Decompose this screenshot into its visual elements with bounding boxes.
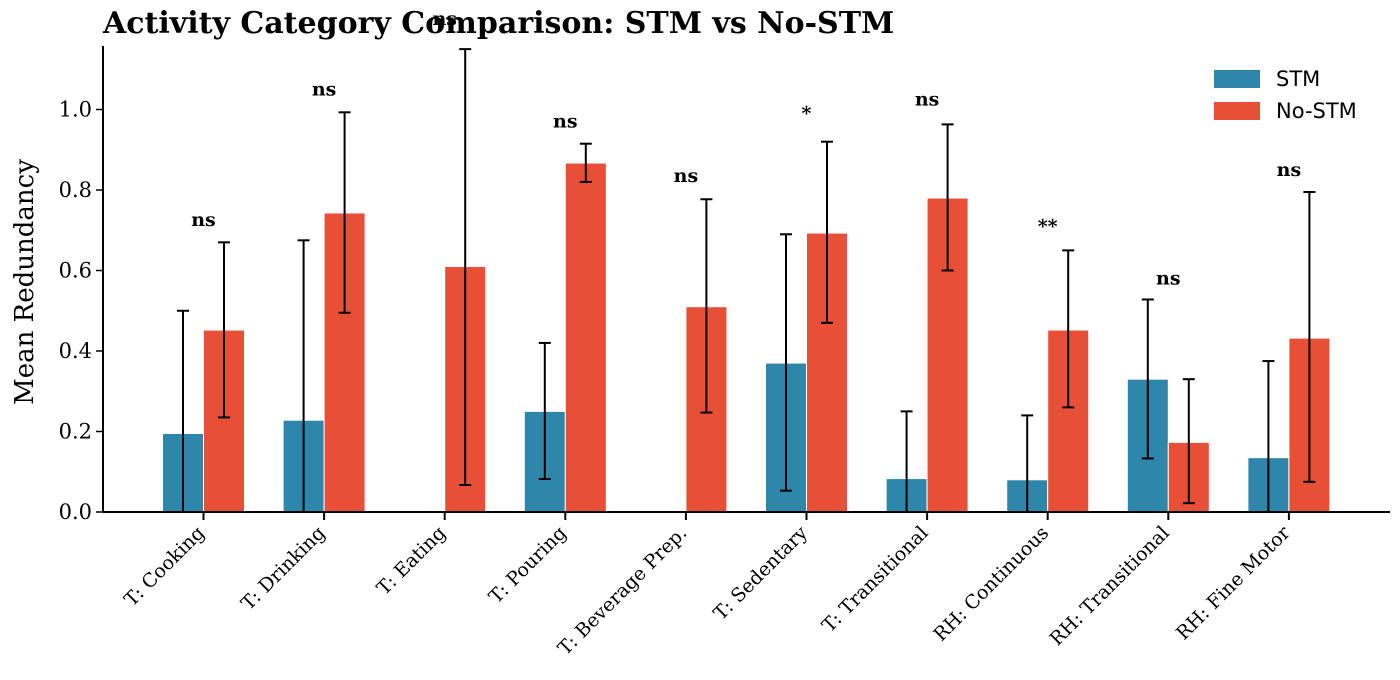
significance-label: ns <box>553 111 578 133</box>
y-tick-label: 0.2 <box>59 420 92 444</box>
legend-label: STM <box>1276 67 1320 91</box>
y-axis-label: Mean Redundancy <box>10 159 40 405</box>
legend: STM No-STM <box>1214 67 1357 123</box>
x-tick-label: RH: Transitional <box>1046 522 1174 650</box>
significance-label: ns <box>915 88 940 110</box>
x-tick-label: RH: Fine Motor <box>1172 521 1295 644</box>
significance-label: ns <box>191 209 216 231</box>
chart-title: Activity Category Comparison: STM vs No-… <box>102 6 894 41</box>
significance-label: ns <box>312 78 337 100</box>
x-tick-label: RH: Continuous <box>929 522 1053 646</box>
y-axis: 0.0 0.2 0.4 0.6 0.8 1.0 <box>59 98 103 524</box>
y-tick-label: 1.0 <box>59 98 92 122</box>
x-tick-label: T: Transitional <box>818 522 933 637</box>
legend-label: No-STM <box>1276 99 1357 123</box>
x-tick-label: T: Pouring <box>485 522 571 608</box>
significance-label: ns <box>674 165 699 187</box>
y-tick-label: 0.6 <box>59 259 92 283</box>
y-tick-label: 0.4 <box>59 339 92 363</box>
y-tick-label: 0.8 <box>59 178 92 202</box>
x-tick-label: T: Sedentary <box>709 522 812 625</box>
significance-labels: ns ns ns ns ns * ns ** ns ns <box>191 8 1301 290</box>
y-tick-label: 0.0 <box>59 500 92 524</box>
error-bars <box>177 48 1316 513</box>
axes <box>102 46 1390 513</box>
legend-swatch-no-stm <box>1214 102 1260 120</box>
x-tick-label: T: Cooking <box>120 522 209 611</box>
significance-label: ns <box>1277 159 1302 181</box>
bar-no-stm <box>564 162 607 513</box>
x-axis: T: Cooking T: Drinking T: Eating T: Pouring… <box>120 512 1295 660</box>
legend-swatch-stm <box>1214 70 1260 88</box>
significance-label: * <box>802 103 812 125</box>
x-tick-label: T: Eating <box>373 522 451 600</box>
x-tick-label: T: Beverage Prep. <box>554 522 692 660</box>
significance-label: ns <box>1156 268 1181 290</box>
significance-label: ** <box>1038 215 1058 237</box>
x-tick-label: T: Drinking <box>237 522 330 615</box>
bars <box>162 162 1331 513</box>
significance-label: ns <box>432 8 457 30</box>
